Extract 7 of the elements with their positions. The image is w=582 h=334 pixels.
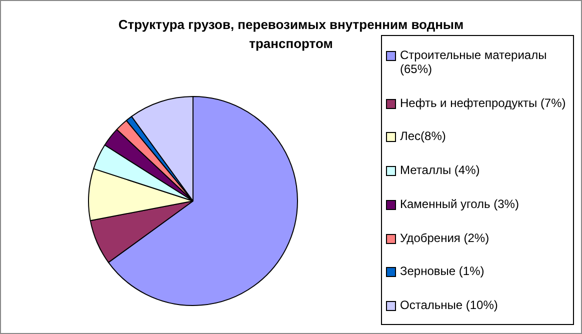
legend-label: Металлы (4%) [400, 163, 480, 178]
legend-label: Каменный уголь (3%) [400, 196, 519, 211]
legend-label: Зерновые (1%) [400, 264, 484, 278]
legend-label: Остальные (10%) [400, 298, 498, 312]
legend-label: Лес(8%) [400, 129, 446, 144]
legend-label: Удобрения (2%) [400, 230, 490, 245]
legend-label: Нефть и нефтепродукты (7%) [400, 96, 566, 110]
